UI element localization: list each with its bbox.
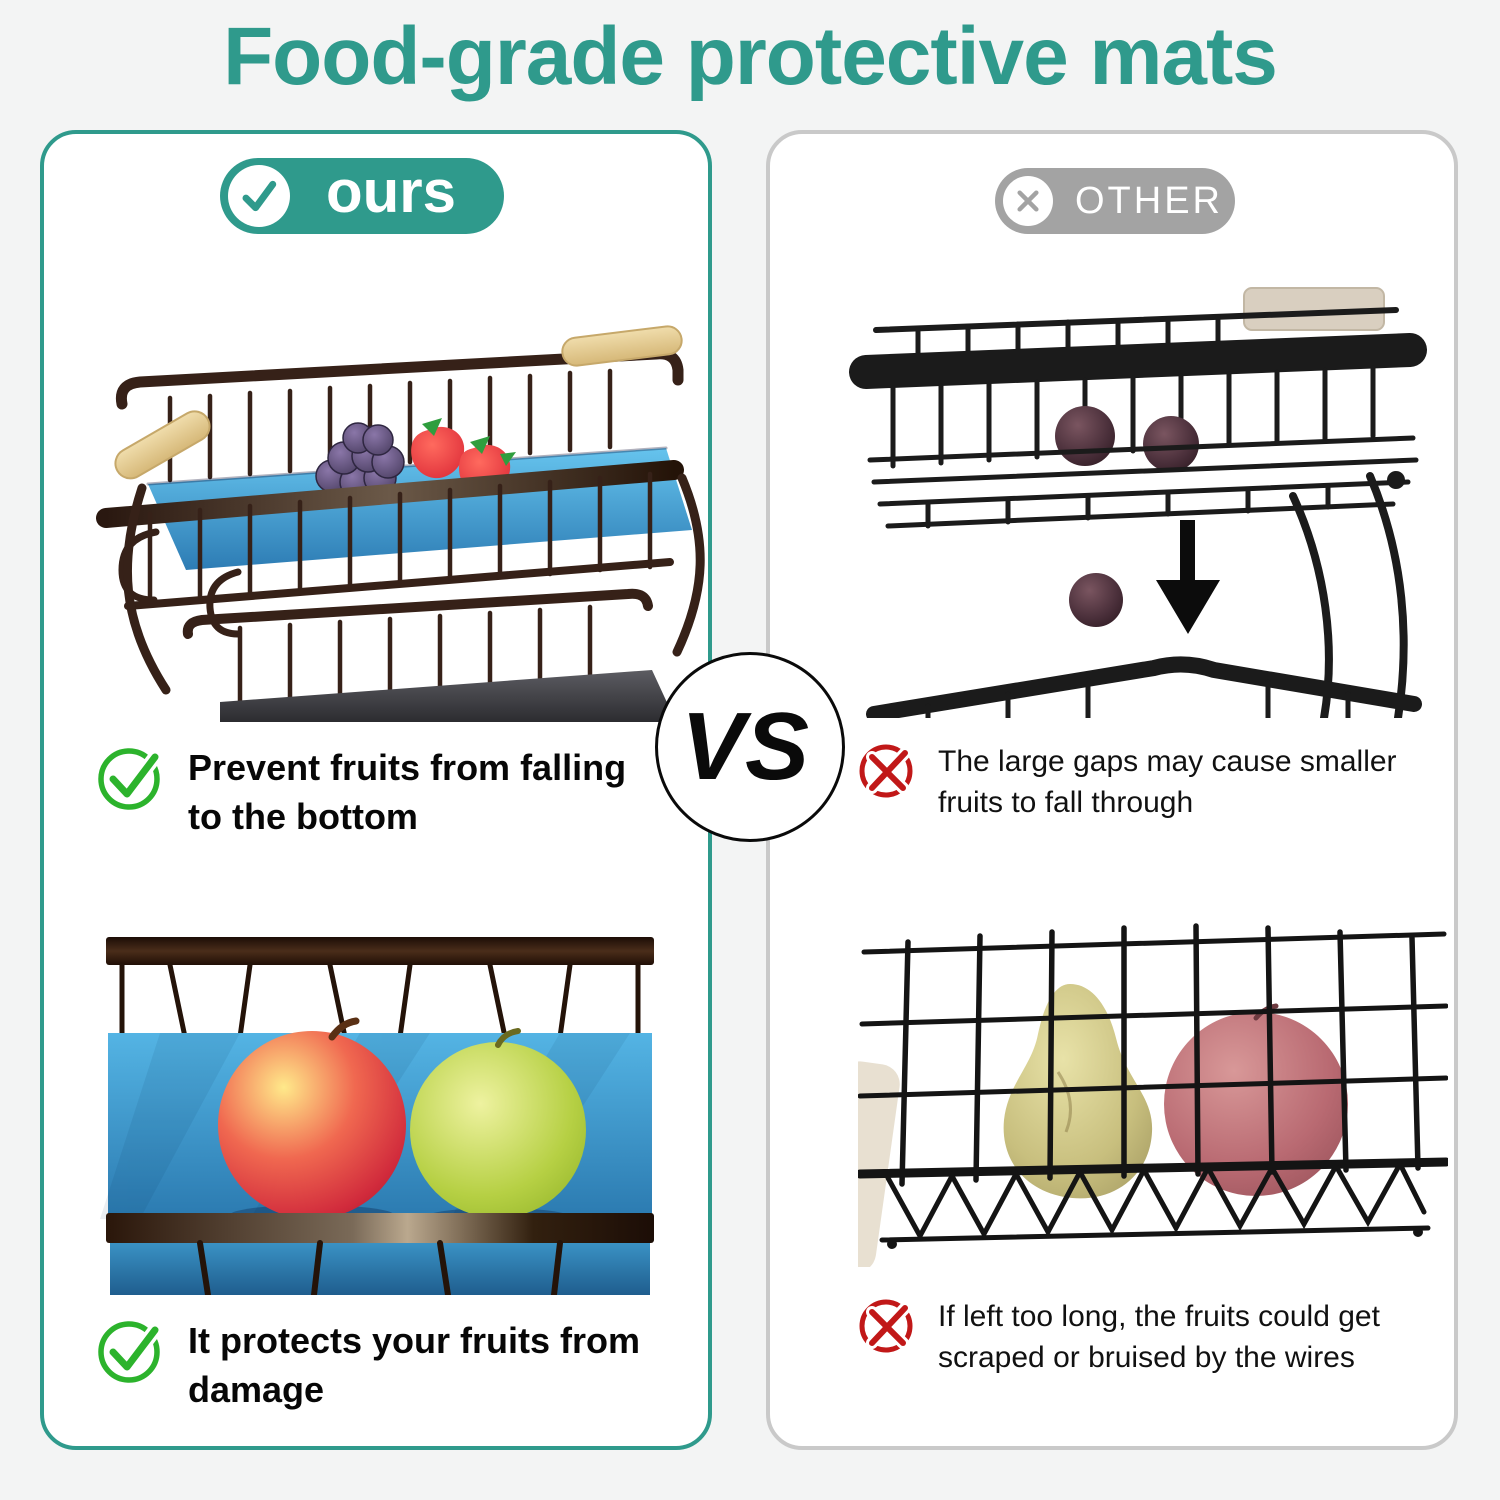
red-fruit [1164,1012,1348,1196]
check-circle-icon [96,1315,166,1385]
ours-badge: ours [220,158,504,234]
down-arrow-icon [1156,520,1220,634]
cross-circle-icon [858,1295,918,1355]
lower-tier-mat [220,670,676,722]
ours-apples-image [100,925,660,1295]
plum [1055,406,1115,466]
check-circle-icon [96,742,166,812]
top-rail [106,937,654,965]
ours-point-1-text: Prevent fruits from falling to the botto… [188,747,627,837]
background-object [858,1061,900,1267]
green-apple [410,1042,586,1218]
ours-basket-image [70,272,710,722]
other-point-2-text: If left too long, the fruits could get s… [938,1300,1380,1374]
other-panel: OTHER [766,130,1458,1450]
ours-point-2-text: It protects your fruits from damage [188,1320,641,1410]
vs-badge: VS [655,652,845,842]
other-point-1-text: The large gaps may cause smaller fruits … [938,745,1397,819]
cross-icon [1003,176,1053,226]
check-icon [228,165,290,227]
ours-point-2: It protects your fruits from damage [96,1315,650,1414]
ours-point-1: Prevent fruits from falling to the botto… [96,742,650,841]
wooden-handles [114,325,683,480]
plum [1143,416,1199,472]
ours-badge-label: ours [326,158,457,225]
other-wires-image [858,922,1448,1267]
wire-grid [858,923,1448,1249]
vs-label: VS [680,693,810,800]
other-basket-image [848,268,1448,718]
ours-panel: ours [40,130,712,1450]
bronze-basket-frame [96,325,705,722]
falling-plum [1069,573,1123,627]
other-badge-label: OTHER [1075,180,1223,222]
cross-circle-icon [858,740,918,800]
mid-rail [106,1213,654,1243]
black-basket-frame [849,307,1427,718]
red-apple [218,1031,406,1219]
other-point-1: The large gaps may cause smaller fruits … [858,740,1412,823]
other-point-2: If left too long, the fruits could get s… [858,1295,1412,1378]
other-badge: OTHER [995,168,1235,234]
page-title: Food-grade protective mats [223,11,1278,102]
